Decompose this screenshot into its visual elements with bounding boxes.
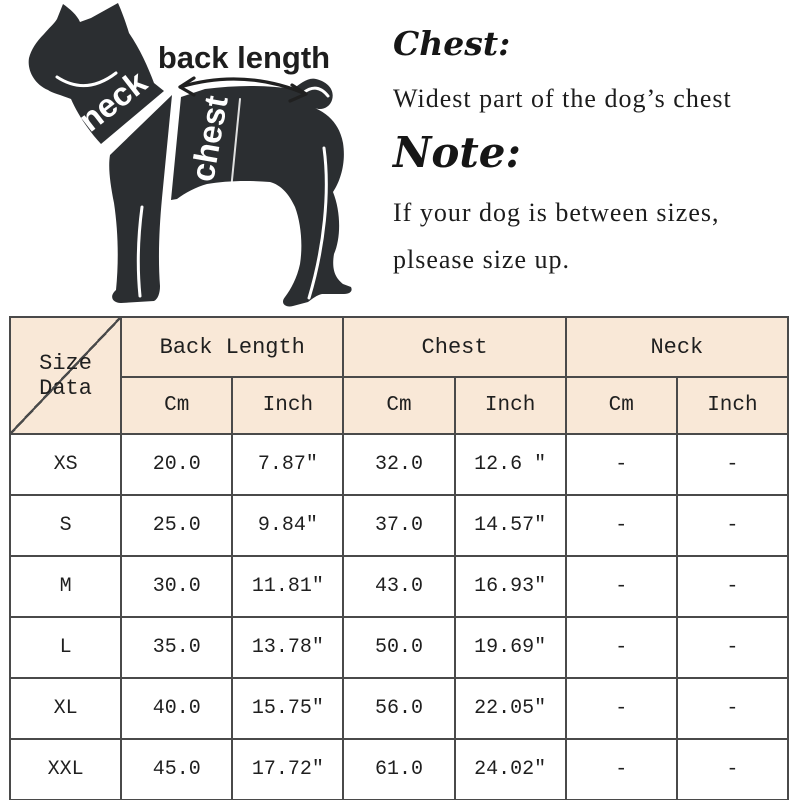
collar-line: [55, 71, 118, 88]
table-row: M 30.0 11.81″ 43.0 16.93″ - -: [8, 555, 790, 618]
value-cell: 14.57″: [453, 494, 567, 557]
value-cell: 19.69″: [453, 616, 567, 679]
value-cell: 13.78″: [231, 616, 345, 679]
measurement-notes: Chest: Widest part of the dog’s chest No…: [393, 14, 793, 275]
size-cell: XS: [8, 433, 123, 496]
value-cell: 50.0: [342, 616, 456, 679]
back-length-label: back length: [158, 40, 330, 75]
chest-band-line: [230, 98, 241, 191]
dog-body-silhouette: [171, 78, 352, 307]
value-cell: -: [564, 616, 678, 679]
table-row: L 35.0 13.78″ 50.0 19.69″ - -: [8, 616, 790, 679]
value-cell: 17.72″: [231, 738, 345, 800]
value-cell: 30.0: [120, 555, 234, 618]
value-cell: -: [675, 677, 790, 740]
value-cell: 45.0: [120, 738, 234, 800]
table-row: XS 20.0 7.87″ 32.0 12.6 ″ - -: [8, 433, 790, 496]
value-cell: -: [675, 738, 790, 800]
value-cell: 7.87″: [231, 433, 345, 496]
value-cell: -: [675, 616, 790, 679]
corner-label: Size Data: [39, 350, 92, 401]
size-data-corner-cell: Size Data: [8, 316, 123, 435]
unit-header: Cm: [120, 376, 234, 435]
value-cell: -: [675, 433, 790, 496]
note-heading: Note:: [393, 128, 522, 177]
unit-header: Cm: [342, 376, 456, 435]
group-header-neck: Neck: [564, 316, 790, 378]
chest-description: Widest part of the dog’s chest: [393, 84, 732, 113]
value-cell: 61.0: [342, 738, 456, 800]
value-cell: 16.93″: [453, 555, 567, 618]
value-cell: -: [564, 555, 678, 618]
chest-heading: Chest:: [393, 24, 511, 63]
value-cell: 35.0: [120, 616, 234, 679]
value-cell: 20.0: [120, 433, 234, 496]
dog-measurement-diagram: neck chest back length: [28, 3, 352, 307]
size-cell: L: [8, 616, 123, 679]
value-cell: 40.0: [120, 677, 234, 740]
unit-header: Inch: [231, 376, 345, 435]
value-cell: 32.0: [342, 433, 456, 496]
tail-curl-line: [301, 86, 330, 98]
table-group-header-row: Size Data Back Length Chest Neck: [8, 316, 790, 435]
table-unit-header-row: Cm Inch Cm Inch Cm Inch: [10, 376, 790, 435]
size-cell: XL: [8, 677, 123, 740]
value-cell: -: [564, 433, 678, 496]
value-cell: 12.6 ″: [453, 433, 567, 496]
size-cell: XXL: [8, 738, 123, 800]
unit-header: Inch: [453, 376, 567, 435]
size-cell: S: [8, 494, 123, 557]
dog-shoulder-frontleg-silhouette: [109, 95, 172, 303]
value-cell: -: [564, 494, 678, 557]
group-header-back-length: Back Length: [120, 316, 345, 378]
unit-header: Inch: [675, 376, 790, 435]
value-cell: 9.84″: [231, 494, 345, 557]
value-cell: 11.81″: [231, 555, 345, 618]
front-leg-separator: [136, 205, 144, 298]
value-cell: 37.0: [342, 494, 456, 557]
value-cell: 56.0: [342, 677, 456, 740]
unit-header: Cm: [564, 376, 678, 435]
value-cell: 25.0: [120, 494, 234, 557]
value-cell: 15.75″: [231, 677, 345, 740]
size-cell: M: [8, 555, 123, 618]
value-cell: -: [675, 494, 790, 557]
value-cell: 22.05″: [453, 677, 567, 740]
value-cell: -: [675, 555, 790, 618]
value-cell: 43.0: [342, 555, 456, 618]
value-cell: -: [564, 738, 678, 800]
back-length-arrow: [178, 76, 308, 103]
value-cell: -: [564, 677, 678, 740]
value-cell: 24.02″: [453, 738, 567, 800]
note-line-1: If your dog is between sizes,: [393, 198, 720, 227]
size-table: Size Data Back Length Chest Neck Cm Inch…: [8, 316, 790, 800]
note-line-2: plsease size up.: [393, 245, 571, 274]
dog-head-neck-silhouette: [28, 3, 164, 144]
group-header-chest: Chest: [342, 316, 567, 378]
table-row: S 25.0 9.84″ 37.0 14.57″ - -: [8, 494, 790, 557]
table-row: XXL 45.0 17.72″ 61.0 24.02″ - -: [8, 738, 790, 800]
table-row: XL 40.0 15.75″ 56.0 22.05″ - -: [8, 677, 790, 740]
rear-leg-separator: [307, 146, 328, 300]
